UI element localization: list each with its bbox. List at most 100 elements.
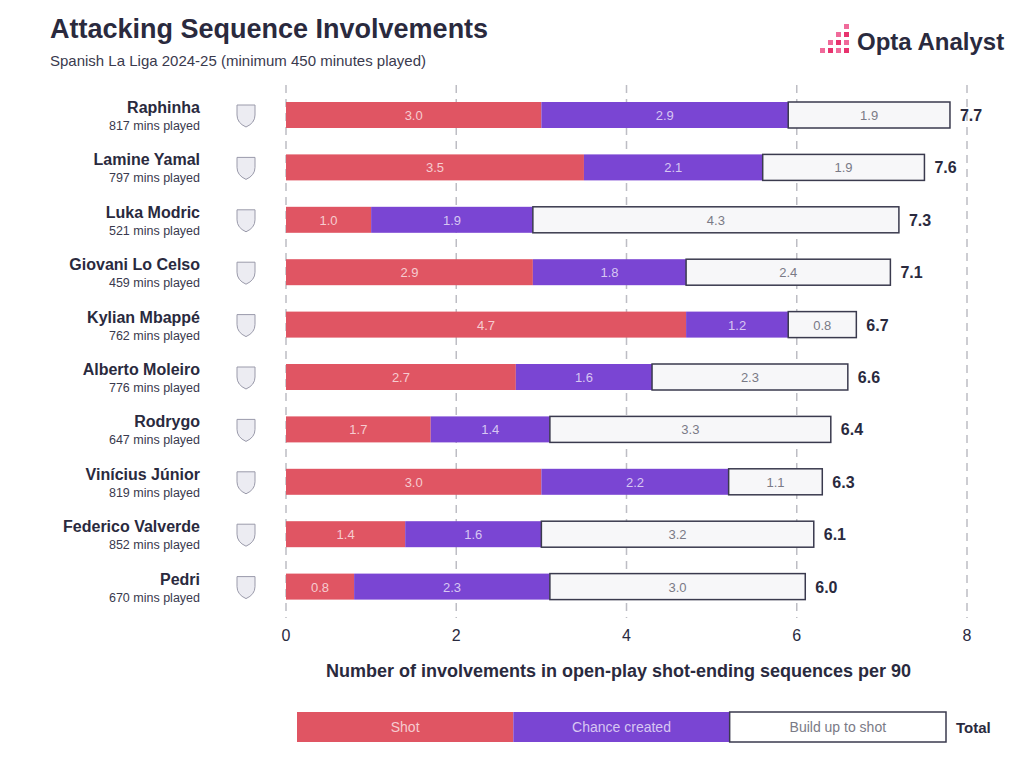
bar-segment <box>286 364 516 390</box>
total-label: 6.3 <box>832 474 854 491</box>
team-badge <box>237 367 255 389</box>
legend-label: Chance created <box>572 719 671 735</box>
legend-swatch <box>730 712 946 742</box>
team-badge <box>237 105 255 127</box>
bar-segment <box>516 364 652 390</box>
brand-logo: Opta Analyst <box>820 24 1004 55</box>
data-label: 0.8 <box>813 318 831 333</box>
data-label: 4.3 <box>707 213 725 228</box>
category-note: 670 mins played <box>109 591 200 605</box>
total-label: 7.7 <box>960 107 982 124</box>
data-label: 1.4 <box>481 422 499 437</box>
data-label: 3.2 <box>669 527 687 542</box>
category-label: Giovani Lo Celso <box>69 256 200 273</box>
category-label: Pedri <box>160 571 200 588</box>
data-label: 3.5 <box>426 160 444 175</box>
bar-segment <box>431 416 550 442</box>
bar-segment <box>286 154 584 180</box>
bar-segment <box>405 521 541 547</box>
data-label: 2.9 <box>400 265 418 280</box>
team-badge <box>237 419 255 441</box>
data-label: 3.0 <box>405 475 423 490</box>
bar-segment <box>286 574 354 600</box>
category-label: Federico Valverde <box>63 518 200 535</box>
data-label: 1.0 <box>320 213 338 228</box>
data-label: 1.1 <box>766 475 784 490</box>
data-label: 2.2 <box>626 475 644 490</box>
brand-text: Opta Analyst <box>857 28 1004 55</box>
total-label: 7.3 <box>909 212 931 229</box>
tick-label: 4 <box>622 627 631 644</box>
category-label: Vinícius Júnior <box>86 466 200 483</box>
subtitle: Spanish La Liga 2024-25 (minimum 450 min… <box>50 52 426 69</box>
bar-segment <box>354 574 550 600</box>
data-label: 1.6 <box>464 527 482 542</box>
data-label: 2.7 <box>392 370 410 385</box>
bar-segment <box>286 416 431 442</box>
total-label: 6.1 <box>824 526 846 543</box>
legend-swatch <box>513 712 729 742</box>
tick-label: 2 <box>452 627 461 644</box>
brand-icon-dot <box>828 48 833 53</box>
bar-segment <box>286 469 541 495</box>
category-note: 817 mins played <box>109 119 200 133</box>
category-note: 797 mins played <box>109 171 200 185</box>
bar-segment <box>541 102 788 128</box>
team-badge <box>237 524 255 546</box>
category-label: Alberto Moleiro <box>83 361 201 378</box>
team-badge <box>237 157 255 179</box>
bar-segment <box>550 574 805 600</box>
bar-segment <box>686 259 890 285</box>
bar-segment <box>541 469 728 495</box>
category-label: Lamine Yamal <box>94 151 200 168</box>
chart: Attacking Sequence Involvements Spanish L… <box>0 0 1024 768</box>
bar-segment <box>371 207 533 233</box>
category-label: Rodrygo <box>134 413 200 430</box>
tick-label: 8 <box>963 627 972 644</box>
bar-segment <box>286 259 533 285</box>
tick-label: 0 <box>282 627 291 644</box>
bar-segment <box>788 312 856 338</box>
category-note: 776 mins played <box>109 381 200 395</box>
category-note: 819 mins played <box>109 486 200 500</box>
category-label: Luka Modric <box>106 204 200 221</box>
category-note: 459 mins played <box>109 276 200 290</box>
data-labels: 3.02.91.97.73.52.11.97.61.01.94.37.32.91… <box>311 107 982 596</box>
total-label: 7.6 <box>934 159 956 176</box>
total-label: 6.6 <box>858 369 880 386</box>
data-label: 1.9 <box>835 160 853 175</box>
total-label: 7.1 <box>900 264 922 281</box>
brand-icon-dot <box>844 24 849 29</box>
page: {"chart_data": { "type": "bar", "orienta… <box>0 0 1024 768</box>
category-note: 647 mins played <box>109 433 200 447</box>
bar-segment <box>533 259 686 285</box>
data-label: 1.2 <box>728 318 746 333</box>
bar-segment <box>686 312 788 338</box>
data-label: 3.0 <box>405 108 423 123</box>
data-label: 3.0 <box>669 580 687 595</box>
bar-segment <box>729 469 823 495</box>
grid <box>286 85 967 618</box>
legend-swatch <box>297 712 513 742</box>
brand-icon-dot <box>828 40 833 45</box>
brand-icon-dot <box>844 40 849 45</box>
team-badge <box>237 210 255 232</box>
total-label: 6.7 <box>866 317 888 334</box>
x-axis-label: Number of involvements in open-play shot… <box>326 661 911 681</box>
bar-segment <box>763 154 925 180</box>
team-badge <box>237 577 255 599</box>
data-label: 3.3 <box>681 422 699 437</box>
category-note: 852 mins played <box>109 538 200 552</box>
data-label: 1.6 <box>575 370 593 385</box>
data-label: 2.1 <box>664 160 682 175</box>
category-label: Kylian Mbappé <box>87 309 200 326</box>
title: Attacking Sequence Involvements <box>50 14 488 44</box>
legend-label: Build up to shot <box>790 719 887 735</box>
brand-icon-dot <box>844 32 849 37</box>
bar-segment <box>584 154 763 180</box>
data-label: 0.8 <box>311 580 329 595</box>
brand-icon-dot <box>836 48 841 53</box>
data-label: 1.9 <box>443 213 461 228</box>
brand-icon-dot <box>836 32 841 37</box>
legend: ShotChance createdBuild up to shotTotal <box>297 712 991 742</box>
